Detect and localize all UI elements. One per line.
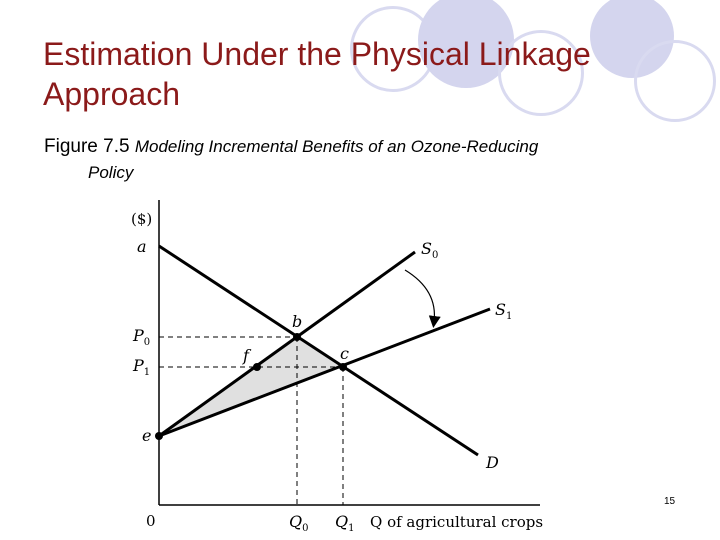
figure-caption: Figure 7.5 Modeling Incremental Benefits… xyxy=(44,134,704,186)
figure-title-line2: Policy xyxy=(88,163,134,182)
figure-title-line1: Modeling Incremental Benefits of an Ozon… xyxy=(134,137,539,156)
point-e xyxy=(155,432,163,440)
label-q0: Q0 xyxy=(289,512,309,534)
label-s0: S0 xyxy=(421,239,438,261)
point-c xyxy=(339,363,347,371)
shaded-benefit-area xyxy=(159,337,343,436)
origin-label: 0 xyxy=(146,512,156,530)
decor-circle-3 xyxy=(498,30,584,116)
x-axis-label: Q of agricultural crops xyxy=(370,513,543,531)
supply-curve-s0 xyxy=(158,250,416,438)
shift-arrow xyxy=(404,269,441,328)
label-c: c xyxy=(340,344,349,363)
label-e: e xyxy=(142,426,151,445)
label-s1: S1 xyxy=(495,300,512,322)
figure-number: Figure 7.5 xyxy=(44,136,130,157)
label-a: a xyxy=(137,237,147,256)
point-b xyxy=(293,333,301,341)
point-f xyxy=(253,363,261,371)
label-b: b xyxy=(292,312,302,331)
label-f: f xyxy=(242,346,252,365)
slide-number: 15 xyxy=(664,496,676,507)
label-d: D xyxy=(485,453,499,472)
y-axis-label: ($) xyxy=(131,210,152,228)
label-p0: P0 xyxy=(132,326,150,348)
decor-circle-5 xyxy=(634,40,716,122)
supply-curve-s1 xyxy=(158,307,491,438)
demand-curve xyxy=(158,244,479,457)
slide-title: Estimation Under the Physical Linkage Ap… xyxy=(43,36,591,112)
label-p1: P1 xyxy=(132,356,150,378)
label-q1: Q1 xyxy=(335,512,355,534)
